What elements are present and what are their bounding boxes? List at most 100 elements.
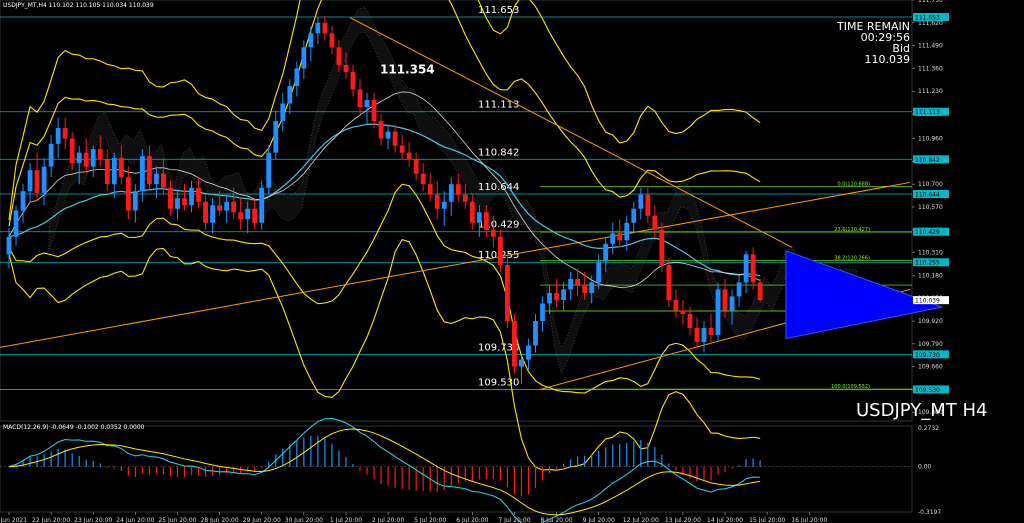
bollinger-band xyxy=(8,0,761,221)
axis-price-box-label: 110.842 xyxy=(915,157,940,164)
candle-body xyxy=(343,64,349,72)
candle-body xyxy=(750,254,756,283)
time-tick-label: 9 Jul 20:00 xyxy=(583,517,615,523)
axis-price-box xyxy=(913,385,949,394)
price-tick-label: 110.570 xyxy=(918,204,943,211)
candle-body xyxy=(161,173,166,188)
bid-label: Bid xyxy=(892,42,910,55)
axis-price-box xyxy=(913,190,949,199)
bollinger-band xyxy=(8,183,761,394)
candle-body xyxy=(455,184,461,195)
candle-body xyxy=(69,138,75,164)
candle-body xyxy=(736,282,742,297)
fib-level-label: 38.2(110.266) xyxy=(834,255,870,261)
time-tick-label: 25 Jun 20:00 xyxy=(158,517,196,523)
candle-body xyxy=(371,99,377,122)
moving-average-line xyxy=(8,91,761,288)
candle-body xyxy=(90,149,96,167)
level-label: 109.730 xyxy=(478,342,519,353)
candle-body xyxy=(476,212,482,223)
candle-body xyxy=(357,89,363,108)
time-tick-label: 5 Jul 20:00 xyxy=(414,517,446,523)
candle-body xyxy=(301,47,307,69)
fib-level-label: 23.6(110.427) xyxy=(834,227,870,233)
ichimoku-cloud xyxy=(48,6,857,375)
candle-body xyxy=(41,166,47,193)
candle-body xyxy=(13,210,19,237)
candle-body xyxy=(589,282,595,293)
level-label: 111.653 xyxy=(478,5,519,16)
candle-body xyxy=(168,187,173,209)
candle-body xyxy=(722,289,728,311)
macd-tick-label: 0.00 xyxy=(918,464,932,471)
candle-body xyxy=(638,194,644,209)
candle-body xyxy=(350,71,356,90)
candle-body xyxy=(540,303,545,322)
candle-body xyxy=(469,201,475,223)
candle-body xyxy=(526,345,531,360)
candle-body xyxy=(287,85,293,104)
candle-body xyxy=(62,128,68,139)
axis-price-box-label: 110.255 xyxy=(915,260,940,267)
candle-body xyxy=(182,198,187,206)
price-tick-label: 109.660 xyxy=(918,364,943,371)
candle-body xyxy=(631,208,637,223)
candle-body xyxy=(645,194,651,216)
axis-price-box xyxy=(913,107,949,116)
time-tick-label: 6 Jul 20:00 xyxy=(456,517,488,523)
candle-body xyxy=(189,187,194,206)
candle-body xyxy=(462,194,468,202)
fib-level-label: 0.0(110.688) xyxy=(837,181,870,187)
axis-price-box xyxy=(913,258,949,267)
candle-body xyxy=(603,243,609,262)
level-label: 109.530 xyxy=(478,377,519,388)
candle-body xyxy=(6,236,12,255)
axis-price-box xyxy=(913,155,949,164)
candle-body xyxy=(617,233,623,241)
candle-body xyxy=(420,173,426,185)
time-tick-label: 21 Jun 2021 xyxy=(0,517,27,523)
candle-body xyxy=(708,328,714,336)
candle-body xyxy=(259,187,265,223)
candle-body xyxy=(624,222,630,241)
candle-body xyxy=(231,201,237,213)
axis-price-box-label: 111.653 xyxy=(915,15,940,22)
candle-body xyxy=(490,229,496,237)
candle-body xyxy=(687,313,693,329)
candle-body xyxy=(406,152,412,160)
time-tick-label: 2 Jul 20:00 xyxy=(372,517,404,523)
candle-body xyxy=(308,33,314,48)
candle-body xyxy=(125,177,131,211)
time-tick-label: 16 Jul 20:00 xyxy=(791,517,827,523)
axis-price-box-label: 110.429 xyxy=(915,229,940,236)
price-tick-label: 109.790 xyxy=(918,341,943,348)
candle-body xyxy=(329,33,335,48)
axis-price-box-label: 109.530 xyxy=(915,387,940,394)
candle-body xyxy=(385,131,391,139)
candle-body xyxy=(196,187,201,202)
time-tick-label: 23 Jun 20:00 xyxy=(74,517,112,523)
candle-body xyxy=(715,289,721,336)
candle-body xyxy=(154,173,159,185)
candle-body xyxy=(76,152,82,164)
candle-body xyxy=(217,205,222,211)
candle-body xyxy=(27,170,33,192)
candle-body xyxy=(132,191,138,211)
time-tick-label: 29 Jun 20:00 xyxy=(243,517,281,523)
macd-line xyxy=(8,417,761,523)
price-annotation: 111.354 xyxy=(380,62,435,76)
price-tick-label: 109.920 xyxy=(918,318,943,325)
time-tick-label: 1 Jul 20:00 xyxy=(330,517,362,523)
price-tick-label: 111.360 xyxy=(918,65,943,72)
candle-body xyxy=(483,212,489,230)
candle-body xyxy=(55,128,61,144)
candle-body xyxy=(512,321,517,367)
candle-body xyxy=(336,47,342,65)
candle-body xyxy=(441,201,447,209)
candle-body xyxy=(378,121,384,139)
candle-body xyxy=(252,208,258,223)
bid-value: 110.039 xyxy=(864,53,911,66)
price-tick-label: 111.750 xyxy=(918,0,943,4)
candle-body xyxy=(20,191,26,211)
